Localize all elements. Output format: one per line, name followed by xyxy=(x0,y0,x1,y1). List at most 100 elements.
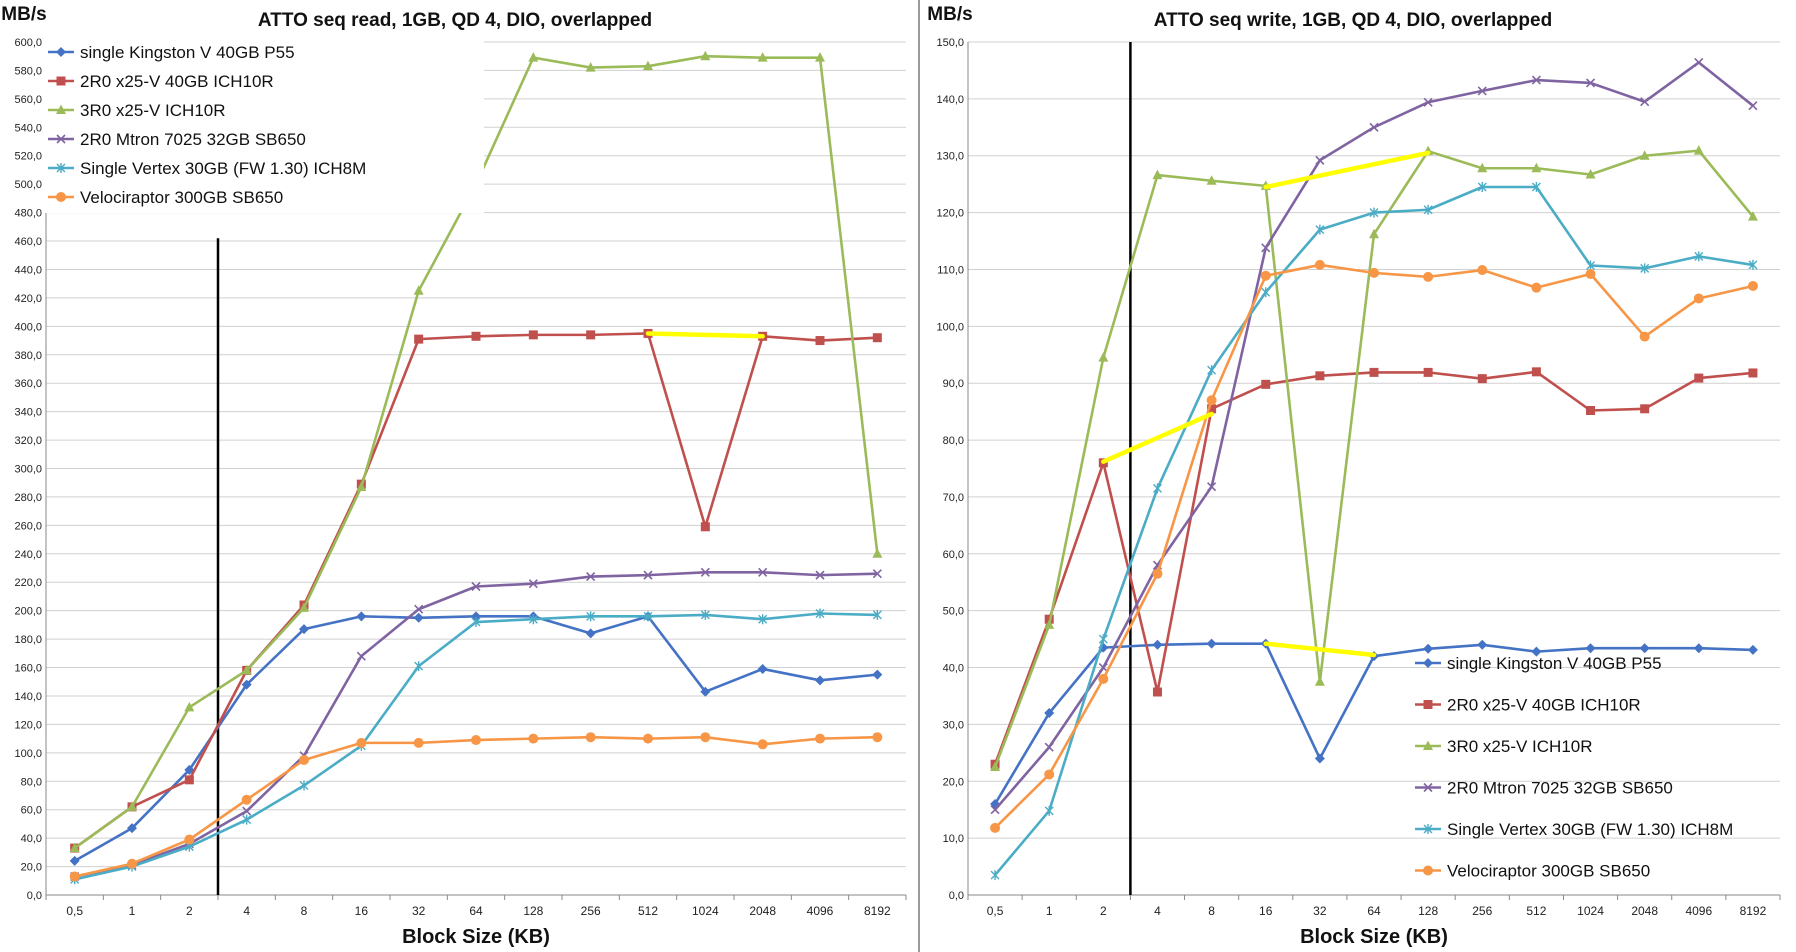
y-tick-label: 520,0 xyxy=(14,151,42,163)
legend-label: 3R0 x25-V ICH10R xyxy=(1447,737,1593,756)
y-tick-label: 180,0 xyxy=(14,634,42,646)
y-tick-label: 80,0 xyxy=(943,435,964,447)
data-point xyxy=(528,733,539,744)
y-tick-label: 420,0 xyxy=(14,293,42,305)
x-tick-label: 512 xyxy=(638,904,658,918)
data-point xyxy=(1693,293,1704,304)
data-point xyxy=(1098,352,1109,362)
data-point xyxy=(1423,97,1433,107)
data-point xyxy=(241,794,252,805)
data-point xyxy=(1531,367,1541,377)
x-tick-label: 8192 xyxy=(1740,904,1767,918)
y-tick-label: 600,0 xyxy=(14,37,42,49)
y-tick-label: 150,0 xyxy=(936,37,964,49)
data-point xyxy=(356,651,366,661)
y-tick-label: 60,0 xyxy=(21,805,42,817)
y-tick-label: 560,0 xyxy=(14,94,42,106)
data-point xyxy=(815,608,825,619)
data-point xyxy=(184,834,195,845)
x-axis-label: Block Size (KB) xyxy=(402,926,550,948)
data-point xyxy=(1639,643,1650,654)
data-point xyxy=(700,609,710,620)
data-point xyxy=(1694,251,1704,262)
data-point xyxy=(643,611,653,622)
y-tick-label: 260,0 xyxy=(14,520,42,532)
data-point xyxy=(815,675,825,686)
data-point xyxy=(1369,207,1379,218)
x-tick-label: 32 xyxy=(1313,904,1327,918)
data-point xyxy=(184,775,194,785)
data-point xyxy=(1044,742,1054,752)
y-tick-label: 240,0 xyxy=(14,549,42,561)
series-4 xyxy=(70,567,882,882)
data-point xyxy=(643,60,653,71)
x-tick-label: 4 xyxy=(1154,904,1161,918)
data-point xyxy=(815,570,825,580)
data-point xyxy=(1044,708,1055,719)
data-point xyxy=(1314,753,1325,764)
data-point xyxy=(1477,374,1487,384)
data-point xyxy=(56,192,66,202)
data-point xyxy=(127,858,137,869)
data-point xyxy=(356,481,367,491)
data-point xyxy=(1206,638,1217,649)
y-tick-label: 20,0 xyxy=(21,862,42,874)
data-point xyxy=(1369,267,1379,278)
data-point xyxy=(815,52,825,62)
y-tick-label: 50,0 xyxy=(943,606,964,618)
data-point xyxy=(1423,865,1433,876)
data-point xyxy=(1206,175,1217,185)
y-tick-label: 480,0 xyxy=(14,208,42,220)
y-tick-label: 130,0 xyxy=(936,151,964,163)
data-point xyxy=(1369,228,1379,239)
data-point xyxy=(1640,97,1650,107)
y-tick-label: 300,0 xyxy=(14,464,42,476)
data-point xyxy=(471,581,481,592)
data-point xyxy=(1586,260,1596,271)
data-point xyxy=(1044,769,1055,780)
y-tick-label: 80,0 xyxy=(21,776,42,788)
legend-label: Velociraptor 300GB SB650 xyxy=(80,188,283,207)
data-point xyxy=(1098,634,1108,645)
x-tick-label: 128 xyxy=(523,904,543,918)
chart-title: ATTO seq write, 1GB, QD 4, DIO, overlapp… xyxy=(1154,10,1552,31)
data-point xyxy=(69,871,80,882)
data-point xyxy=(471,331,481,341)
data-point xyxy=(872,732,883,743)
data-point xyxy=(242,806,252,816)
data-point xyxy=(1314,259,1325,270)
chart-read: 0,0 20,0 40,0 60,0 80,0 100,0 120,0 140,0 160,0 1… xyxy=(1,4,907,948)
legend-label: Velociraptor 300GB SB650 xyxy=(1447,862,1650,881)
chart-write: 0,0 10,0 20,0 30,0 40,0 50,0 60,0 70,0 80,0 90,0 1… xyxy=(927,4,1781,948)
data-point xyxy=(413,612,424,623)
data-point xyxy=(56,163,66,173)
legend-label: single Kingston V 40GB P55 xyxy=(80,43,295,62)
data-point xyxy=(586,571,596,582)
data-point xyxy=(1315,371,1325,381)
x-tick-label: 8192 xyxy=(864,904,891,918)
x-tick-label: 2048 xyxy=(1631,904,1658,918)
data-point xyxy=(757,739,768,750)
y-tick-label: 100,0 xyxy=(936,321,964,333)
data-point xyxy=(299,754,309,765)
y-tick-label: 100,0 xyxy=(14,748,42,760)
data-point xyxy=(643,733,653,744)
legend: single Kingston V 40GB P55 2R0 x25-V 40GB… xyxy=(1415,654,1733,881)
series-4 xyxy=(990,57,1758,815)
highlight-line xyxy=(645,331,765,339)
data-point xyxy=(1640,263,1650,274)
series-6 xyxy=(69,732,883,882)
data-point xyxy=(990,822,1001,833)
data-point xyxy=(56,47,66,57)
data-point xyxy=(1531,182,1541,193)
data-point xyxy=(1748,368,1758,378)
y-tick-label: 110,0 xyxy=(937,264,964,276)
y-tick-label: 460,0 xyxy=(14,236,42,248)
data-point xyxy=(1585,643,1596,654)
y-tick-label: 320,0 xyxy=(14,435,42,447)
x-tick-label: 512 xyxy=(1526,904,1546,918)
data-point xyxy=(1207,482,1217,492)
data-point xyxy=(1423,782,1433,793)
y-tick-label: 340,0 xyxy=(14,407,42,419)
